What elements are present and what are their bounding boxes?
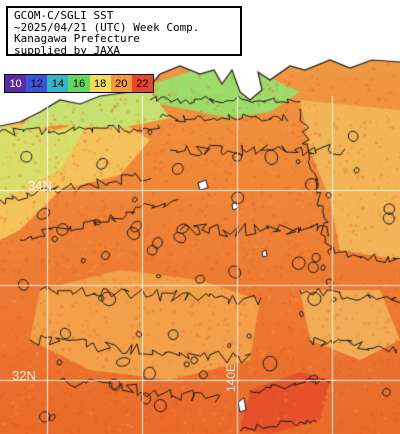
- longitude-label-140e: 140E: [224, 363, 238, 392]
- legend-cell-22: 22: [131, 75, 153, 92]
- legend-cell-12: 12: [26, 75, 48, 92]
- latitude-label-32n: 32N: [12, 368, 36, 383]
- legend-cell-18: 18: [89, 75, 111, 92]
- legend-cell-20: 20: [110, 75, 132, 92]
- temperature-color-legend: 10 12 14 16 18 20 22: [4, 74, 154, 93]
- legend-cell-16: 16: [68, 75, 90, 92]
- region-name: Kanagawa Prefecture: [14, 33, 140, 45]
- legend-cell-14: 14: [47, 75, 69, 92]
- map-info-box: GCOM-C/SGLI SST ~2025/04/21 (UTC) Week C…: [6, 6, 242, 56]
- latitude-label-34n: 34N: [28, 178, 52, 193]
- date-range: ~2025/04/21 (UTC) Week Comp.: [14, 21, 200, 33]
- legend-cell-10: 10: [5, 75, 27, 92]
- data-source: supplied by JAXA: [14, 44, 120, 56]
- product-title: GCOM-C/SGLI SST: [14, 10, 114, 22]
